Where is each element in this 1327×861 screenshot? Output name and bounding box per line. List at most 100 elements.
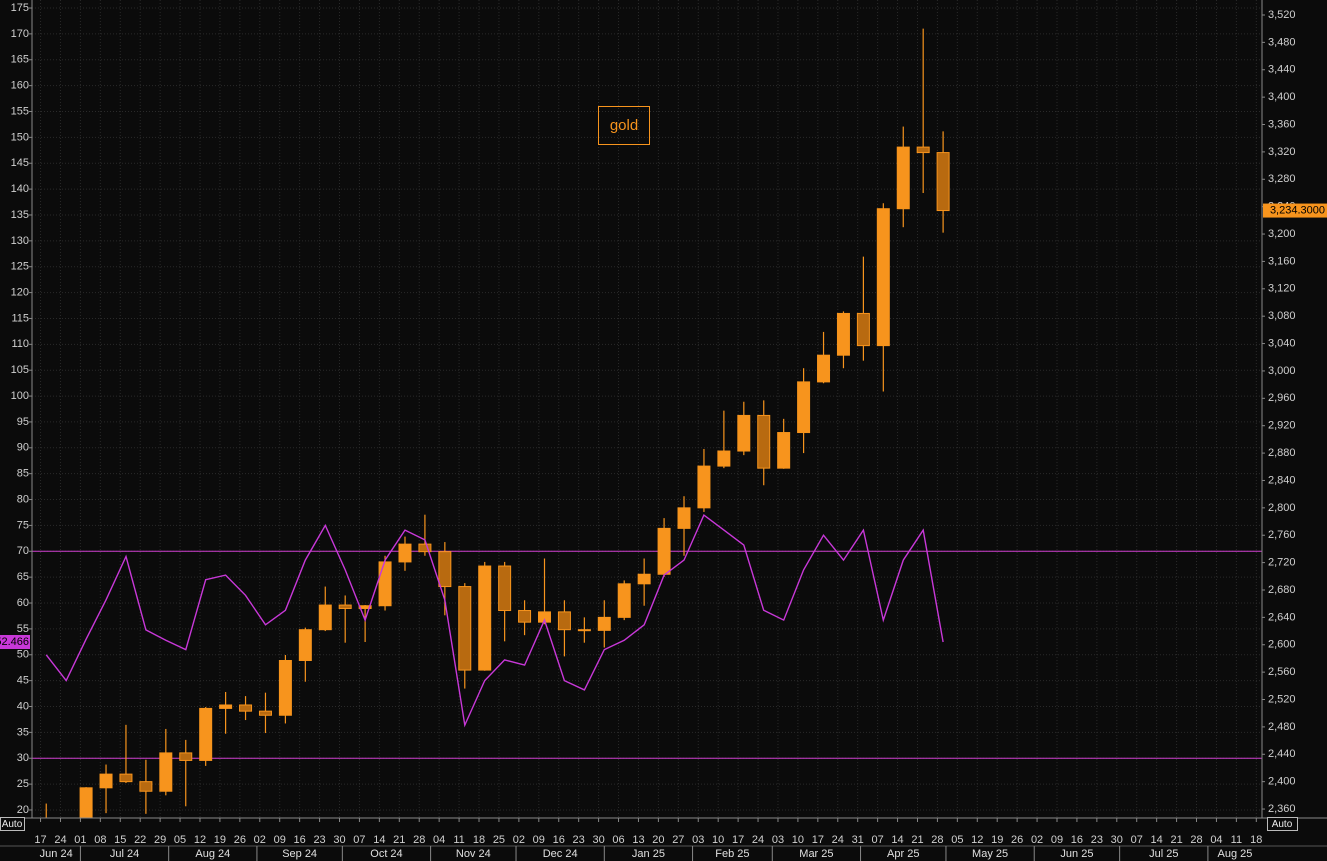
x-tick-label: 16	[1071, 834, 1083, 846]
y-tick-label: 55	[17, 623, 29, 635]
axis-mode-label[interactable]: Auto	[2, 819, 23, 830]
y-tick-label: 20	[17, 804, 29, 816]
annotation: gold	[610, 117, 638, 134]
candle-body	[637, 573, 651, 585]
y-tick-label: 125	[11, 261, 29, 273]
x-tick-label: 01	[74, 834, 86, 846]
y-tick-label: 95	[17, 416, 29, 428]
y-tick-label: 120	[11, 286, 29, 298]
y-tick-label: 60	[17, 597, 29, 609]
x-tick-label: 10	[792, 834, 804, 846]
candle-body	[677, 507, 691, 529]
candle-body	[856, 312, 870, 347]
y2-tick-label: 3,400	[1268, 91, 1296, 103]
x-tick-label: 07	[1131, 834, 1143, 846]
candle-body	[717, 450, 731, 467]
candle-body	[697, 465, 711, 509]
y2-tick-label: 2,520	[1268, 693, 1296, 705]
y-tick-label: 105	[11, 364, 29, 376]
candle-body	[757, 414, 771, 469]
candle-body	[936, 152, 950, 212]
y2-tick-label: 2,880	[1268, 447, 1296, 459]
y2-tick-label: 3,000	[1268, 365, 1296, 377]
candle-body	[418, 543, 432, 553]
x-tick-label: 24	[54, 834, 66, 846]
x-tick-label: 23	[1091, 834, 1103, 846]
y2-tick-label: 2,640	[1268, 611, 1296, 623]
candle-body	[797, 381, 811, 434]
y-tick-label: 145	[11, 157, 29, 169]
month-label: Jul 24	[110, 848, 139, 860]
x-tick-label: 19	[991, 834, 1003, 846]
candle-body	[577, 629, 591, 632]
candle-body	[79, 787, 93, 818]
month-label: Jun 25	[1060, 848, 1093, 860]
month-label: May 25	[972, 848, 1008, 860]
candle-body	[557, 611, 571, 631]
month-label: Sep 24	[282, 848, 317, 860]
x-tick-label: 29	[154, 834, 166, 846]
y2-tick-label: 2,920	[1268, 420, 1296, 432]
candle-body	[498, 565, 512, 612]
x-tick-label: 31	[852, 834, 864, 846]
y-tick-label: 170	[11, 28, 29, 40]
y-tick-label: 45	[17, 675, 29, 687]
x-tick-label: 07	[872, 834, 884, 846]
y2-tick-label: 2,840	[1268, 474, 1296, 486]
x-tick-label: 22	[134, 834, 146, 846]
y2-tick-label: 2,440	[1268, 748, 1296, 760]
x-tick-label: 08	[94, 834, 106, 846]
y-tick-label: 40	[17, 700, 29, 712]
x-tick-label: 20	[652, 834, 664, 846]
candle-body	[737, 414, 751, 452]
month-label: Jul 25	[1149, 848, 1178, 860]
y2-tick-label: 3,320	[1268, 146, 1296, 158]
last-value-box	[0, 635, 30, 650]
y2-tick-label: 2,600	[1268, 639, 1296, 651]
candle-body	[278, 659, 292, 716]
candle-body	[159, 752, 173, 792]
x-tick-label: 11	[453, 834, 464, 846]
y2-tick-label: 2,680	[1268, 584, 1296, 596]
annotation-box	[598, 106, 650, 145]
x-tick-label: 17	[812, 834, 824, 846]
x-tick-label: 14	[891, 834, 903, 846]
axis-mode-label[interactable]: Auto	[1272, 819, 1293, 830]
last-value-label: 3,234.3000	[1270, 204, 1325, 216]
y2-tick-label: 2,960	[1268, 392, 1296, 404]
y2-tick-label: 3,440	[1268, 64, 1296, 76]
y-tick-label: 50	[17, 649, 29, 661]
month-label: Dec 24	[543, 848, 578, 860]
y2-tick-label: 3,520	[1268, 9, 1296, 21]
y-tick-label: 35	[17, 726, 29, 738]
x-tick-label: 07	[353, 834, 365, 846]
y2-tick-label: 2,800	[1268, 502, 1296, 514]
x-tick-label: 26	[1011, 834, 1023, 846]
x-tick-label: 23	[573, 834, 585, 846]
month-label: Aug 24	[195, 848, 230, 860]
candle-body	[119, 773, 133, 783]
y-tick-label: 140	[11, 183, 29, 195]
y-tick-label: 30	[17, 752, 29, 764]
axis-mode-box	[1267, 817, 1298, 831]
candle-body	[836, 312, 850, 356]
y-tick-label: 85	[17, 468, 29, 480]
x-tick-label: 06	[612, 834, 624, 846]
x-tick-label: 09	[274, 834, 286, 846]
x-tick-label: 18	[473, 834, 485, 846]
x-tick-label: 28	[1190, 834, 1202, 846]
y2-tick-label: 2,560	[1268, 666, 1296, 678]
y-tick-label: 135	[11, 209, 29, 221]
month-label: Jun 24	[40, 848, 73, 860]
x-tick-label: 03	[772, 834, 784, 846]
candle-body	[916, 146, 930, 154]
y2-tick-label: 2,720	[1268, 557, 1296, 569]
candle-body	[896, 146, 910, 210]
x-tick-label: 05	[951, 834, 963, 846]
axis-mode-box	[0, 817, 25, 831]
x-tick-label: 02	[254, 834, 266, 846]
candle-body	[298, 629, 312, 661]
x-tick-label: 09	[1051, 834, 1063, 846]
